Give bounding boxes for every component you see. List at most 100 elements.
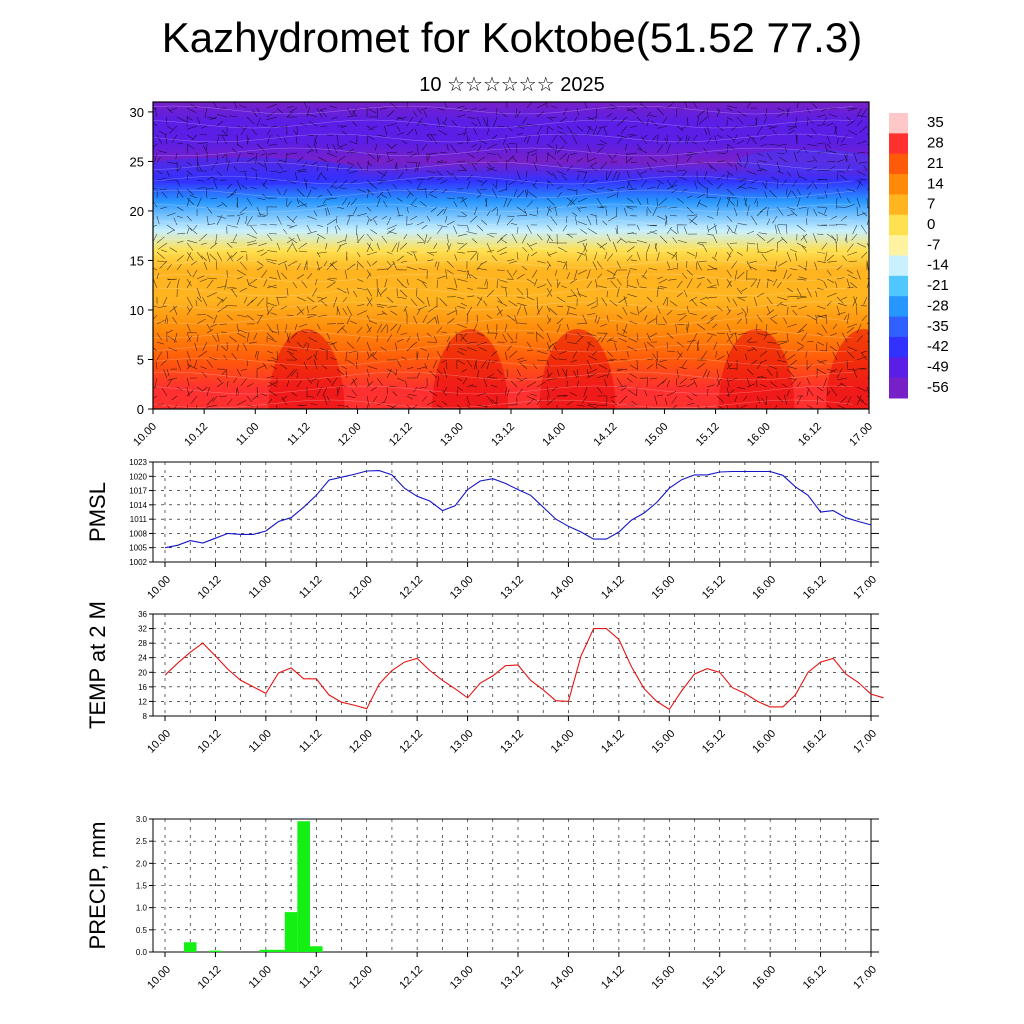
y-tick-label: 1002 xyxy=(129,558,147,567)
colorbar-swatch xyxy=(889,357,908,379)
y-tick-label: 0.0 xyxy=(136,948,148,957)
y-tick-label: 1020 xyxy=(129,472,147,481)
y-tick-label: 16 xyxy=(138,683,147,692)
x-tick-label: 12.12 xyxy=(387,421,415,449)
x-tick-label: 15.12 xyxy=(700,964,728,992)
y-tick-label: 1.0 xyxy=(136,904,148,913)
precip-bar xyxy=(284,912,298,952)
x-tick-label: 17.00 xyxy=(851,728,879,756)
series-line xyxy=(164,470,872,549)
x-tick-label: 16.00 xyxy=(750,964,778,992)
temperature-section-panel: 0 5 10 15 20 25 30 10.00 10.12 11.00 11.12 12.00 12.… xyxy=(130,101,875,449)
plot-frame xyxy=(152,461,872,563)
y-axis-label: PRECIP, mm xyxy=(85,822,110,950)
x-tick-label: 13.12 xyxy=(498,574,526,602)
precip-bar xyxy=(272,949,285,952)
colorbar-swatch xyxy=(889,194,908,216)
colorbar-label: -49 xyxy=(927,358,949,375)
y-tick-label: 30 xyxy=(130,105,144,120)
colorbar-swatch xyxy=(889,336,908,358)
x-tick-label: 11.12 xyxy=(297,964,324,991)
x-tick-label: 17.00 xyxy=(851,574,879,602)
y-tick-label: 28 xyxy=(138,639,147,648)
colorbar-swatch xyxy=(889,296,908,318)
series-line xyxy=(164,628,884,711)
x-tick-label: 14.12 xyxy=(591,421,619,449)
precip-bar xyxy=(259,949,273,952)
colorbar-swatch xyxy=(889,174,908,195)
y-tick-label: 32 xyxy=(138,625,147,634)
colorbar-label: 7 xyxy=(927,196,935,213)
colorbar-label: -28 xyxy=(927,297,949,314)
x-tick-label: 13.12 xyxy=(489,421,517,449)
colorbar-label: -56 xyxy=(927,379,949,396)
y-tick-label: 0 xyxy=(137,402,144,417)
x-tick-label: 13.00 xyxy=(448,728,476,756)
warm-core xyxy=(539,329,616,409)
x-tick-label: 17.00 xyxy=(851,964,879,992)
x-tick-label: 16.00 xyxy=(750,574,778,602)
colorbar-swatch xyxy=(889,255,908,277)
x-tick-label: 12.00 xyxy=(347,728,375,756)
colorbar-swatch xyxy=(889,316,908,338)
x-tick-label: 12.12 xyxy=(397,728,425,756)
x-tick-label: 14.12 xyxy=(599,728,627,756)
colorbar-label: -42 xyxy=(927,338,949,355)
x-tick-label: 14.12 xyxy=(599,964,627,992)
x-tick-label: 10.12 xyxy=(196,728,224,756)
warm-core xyxy=(718,329,795,409)
x-tick-label: 12.00 xyxy=(347,574,375,602)
heatmap-field xyxy=(153,102,869,409)
colorbar-swatch xyxy=(889,275,908,297)
wind-barbs xyxy=(153,102,869,409)
x-tick-label: 13.00 xyxy=(438,421,466,449)
colorbar-label: -14 xyxy=(927,257,949,274)
precipitation-chart: 0.0 0.5 1.0 1.5 2.0 2.5 3.0 10.00 10.12 11.00 11.1… xyxy=(85,815,879,992)
x-tick-label: 10.12 xyxy=(196,964,224,992)
x-tick-label: 15.00 xyxy=(643,421,671,449)
precip-bar xyxy=(297,821,310,952)
colorbar-swatch xyxy=(889,153,908,175)
temp-2m-chart: 8 12 16 20 24 28 32 36 10.00 10.12 11.00 11.12 12.00… xyxy=(85,601,884,756)
x-tick-label: 13.12 xyxy=(498,964,526,992)
x-tick-label: 15.00 xyxy=(649,728,677,756)
y-tick-label: 1008 xyxy=(129,529,147,538)
y-tick-label: 10 xyxy=(130,303,144,318)
x-tick-label: 15.00 xyxy=(649,964,677,992)
y-tick-label: 2.0 xyxy=(136,859,148,868)
x-tick-label: 10.12 xyxy=(182,421,210,449)
y-axis-label: TEMP at 2 M xyxy=(85,601,110,729)
y-tick-label: 8 xyxy=(143,712,148,721)
colorbar-swatch xyxy=(889,113,908,134)
y-tick-label: 5 xyxy=(137,352,144,367)
colorbar-label: 0 xyxy=(927,216,935,233)
y-tick-label: 25 xyxy=(130,154,144,169)
x-tick-label: 15.12 xyxy=(700,728,728,756)
y-tick-label: 1023 xyxy=(129,458,147,467)
x-tick-label: 16.00 xyxy=(745,421,773,449)
x-tick-label: 10.00 xyxy=(145,728,173,756)
y-tick-label: 1014 xyxy=(129,501,147,510)
colorbar-label: -7 xyxy=(927,236,940,253)
x-tick-label: 10.00 xyxy=(131,421,159,449)
y-tick-label: 3.0 xyxy=(136,815,148,824)
x-tick-label: 11.12 xyxy=(285,421,312,448)
y-tick-label: 20 xyxy=(130,204,144,219)
colorbar-swatch xyxy=(889,214,908,236)
temperature-colorbar: 35 28 21 14 7 0 -7 -14 -21 -28 -35 -42 -49 -56 xyxy=(889,113,949,399)
x-tick-label: 11.12 xyxy=(297,728,324,755)
x-tick-label: 17.00 xyxy=(847,421,875,449)
colorbar-swatch xyxy=(889,133,908,155)
y-tick-label: 1.5 xyxy=(136,882,148,891)
x-tick-label: 13.12 xyxy=(498,728,526,756)
y-tick-label: 1017 xyxy=(129,487,147,496)
x-tick-label: 13.00 xyxy=(448,574,476,602)
x-tick-label: 11.12 xyxy=(297,574,324,601)
x-tick-label: 11.00 xyxy=(247,728,274,755)
precip-bar xyxy=(309,946,323,952)
x-tick-label: 14.00 xyxy=(549,964,577,992)
colorbar-swatch xyxy=(889,235,908,256)
y-tick-label: 0.5 xyxy=(136,926,148,935)
x-tick-label: 14.00 xyxy=(549,728,577,756)
